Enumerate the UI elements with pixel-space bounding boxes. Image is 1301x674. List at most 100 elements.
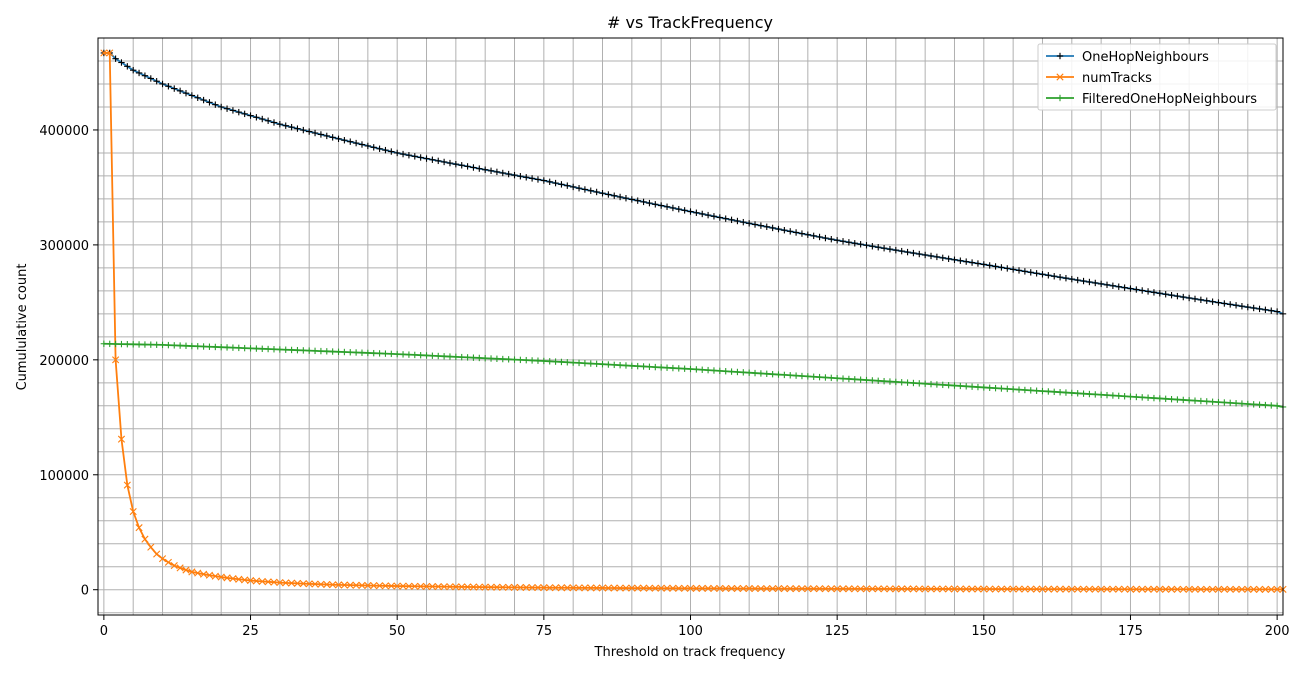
data-point-numtracks <box>340 581 348 589</box>
data-point-onehopneighbours <box>376 145 383 152</box>
data-point-numtracks <box>1238 585 1246 593</box>
data-point-numtracks <box>593 584 601 592</box>
data-point-numtracks <box>463 583 472 591</box>
legend-label-onehopneighbours: OneHopNeighbours <box>1082 50 1209 65</box>
data-point-numtracks <box>1091 585 1099 593</box>
data-point-numtracks <box>540 584 548 592</box>
data-point-onehopneighbours <box>646 199 653 207</box>
y-tick-label: 100000 <box>39 469 89 484</box>
data-point-numtracks <box>364 581 372 590</box>
data-point-filteredonehopneighbours <box>505 356 512 363</box>
data-point-filteredonehopneighbours <box>646 363 653 370</box>
data-point-onehopneighbours <box>675 205 682 213</box>
data-point-numtracks <box>810 585 818 593</box>
data-point-filteredonehopneighbours <box>499 355 506 363</box>
data-point-numtracks <box>1273 585 1281 593</box>
data-point-numtracks <box>417 582 425 590</box>
data-point-onehopneighbours <box>951 256 958 263</box>
data-point-filteredonehopneighbours <box>963 383 970 390</box>
data-point-filteredonehopneighbours <box>1209 398 1216 405</box>
data-point-onehopneighbours <box>1115 283 1122 290</box>
data-point-onehopneighbours <box>1133 286 1140 293</box>
data-point-filteredonehopneighbours <box>1162 395 1169 403</box>
data-point-filteredonehopneighbours <box>341 348 348 356</box>
data-point-numtracks <box>628 584 636 592</box>
data-point-onehopneighbours <box>364 142 372 150</box>
data-point-filteredonehopneighbours <box>1191 397 1199 404</box>
data-point-filteredonehopneighbours <box>605 361 612 368</box>
series-line-numtracks <box>103 52 1283 591</box>
data-point-onehopneighbours <box>423 155 430 162</box>
data-point-numtracks <box>1097 585 1105 593</box>
data-point-filteredonehopneighbours <box>657 364 665 371</box>
data-point-numtracks <box>1132 585 1140 593</box>
data-point-filteredonehopneighbours <box>317 347 325 355</box>
data-point-filteredonehopneighbours <box>699 366 706 373</box>
data-point-numtracks <box>1261 585 1269 593</box>
data-point-numtracks <box>246 576 255 585</box>
data-point-filteredonehopneighbours <box>223 344 231 351</box>
data-point-numtracks <box>1115 585 1123 593</box>
data-point-filteredonehopneighbours <box>611 361 618 369</box>
data-point-filteredonehopneighbours <box>1121 393 1128 400</box>
data-point-numtracks <box>1209 585 1217 593</box>
data-point-numtracks <box>874 585 882 593</box>
data-point-numtracks <box>446 583 454 591</box>
data-point-onehopneighbours <box>1109 282 1117 289</box>
data-point-numtracks <box>786 585 794 593</box>
data-point-onehopneighbours <box>605 191 612 198</box>
data-point-filteredonehopneighbours <box>663 364 671 371</box>
data-point-numtracks <box>112 356 120 364</box>
data-point-filteredonehopneighbours <box>1150 394 1158 402</box>
data-point-numtracks <box>1015 585 1023 593</box>
data-point-filteredonehopneighbours <box>1009 386 1017 393</box>
data-point-numtracks <box>804 585 812 593</box>
data-point-numtracks <box>1021 585 1029 593</box>
data-point-numtracks <box>903 585 912 593</box>
data-point-filteredonehopneighbours <box>487 355 495 362</box>
data-point-onehopneighbours <box>499 169 506 177</box>
x-tick-label: 200 <box>1265 624 1290 639</box>
x-tick-label: 75 <box>536 624 553 639</box>
data-point-numtracks <box>505 583 513 591</box>
data-point-onehopneighbours <box>998 264 1005 271</box>
data-point-filteredonehopneighbours <box>851 376 858 383</box>
data-point-filteredonehopneighbours <box>828 374 835 382</box>
data-point-onehopneighbours <box>910 249 917 257</box>
data-point-numtracks <box>780 585 788 593</box>
data-point-onehopneighbours <box>710 213 718 220</box>
data-point-onehopneighbours <box>1156 290 1164 297</box>
data-point-filteredonehopneighbours <box>399 351 407 358</box>
data-point-numtracks <box>974 585 982 593</box>
data-point-filteredonehopneighbours <box>124 341 131 348</box>
legend-label-filteredonehopneighbours: FilteredOneHopNeighbours <box>1082 92 1257 107</box>
data-point-numtracks <box>933 585 941 593</box>
data-point-numtracks <box>1009 585 1017 593</box>
data-point-filteredonehopneighbours <box>1004 385 1011 393</box>
data-point-filteredonehopneighbours <box>558 358 565 366</box>
data-point-onehopneighbours <box>722 215 729 222</box>
data-point-numtracks <box>892 585 900 593</box>
data-point-onehopneighbours <box>833 237 841 244</box>
data-point-filteredonehopneighbours <box>247 345 254 352</box>
data-point-onehopneighbours <box>740 218 747 226</box>
legend-label-numtracks: numTracks <box>1082 71 1152 86</box>
data-point-filteredonehopneighbours <box>945 382 952 389</box>
data-point-onehopneighbours <box>393 149 401 157</box>
data-point-filteredonehopneighbours <box>957 382 964 390</box>
data-point-onehopneighbours <box>1004 265 1011 272</box>
legend-entry-onehopneighbours: OneHopNeighbours <box>1046 50 1209 65</box>
data-point-onehopneighbours <box>370 144 377 151</box>
data-point-onehopneighbours <box>446 159 454 167</box>
data-point-filteredonehopneighbours <box>147 341 154 348</box>
data-point-numtracks <box>774 585 783 593</box>
data-point-filteredonehopneighbours <box>259 345 266 352</box>
data-point-numtracks <box>598 584 607 592</box>
data-point-filteredonehopneighbours <box>1133 393 1140 401</box>
data-point-numtracks <box>845 585 853 593</box>
data-point-numtracks <box>692 584 700 592</box>
data-point-numtracks <box>405 582 413 590</box>
data-point-filteredonehopneighbours <box>329 348 336 355</box>
data-point-numtracks <box>1244 585 1252 593</box>
data-point-numtracks <box>575 584 583 592</box>
